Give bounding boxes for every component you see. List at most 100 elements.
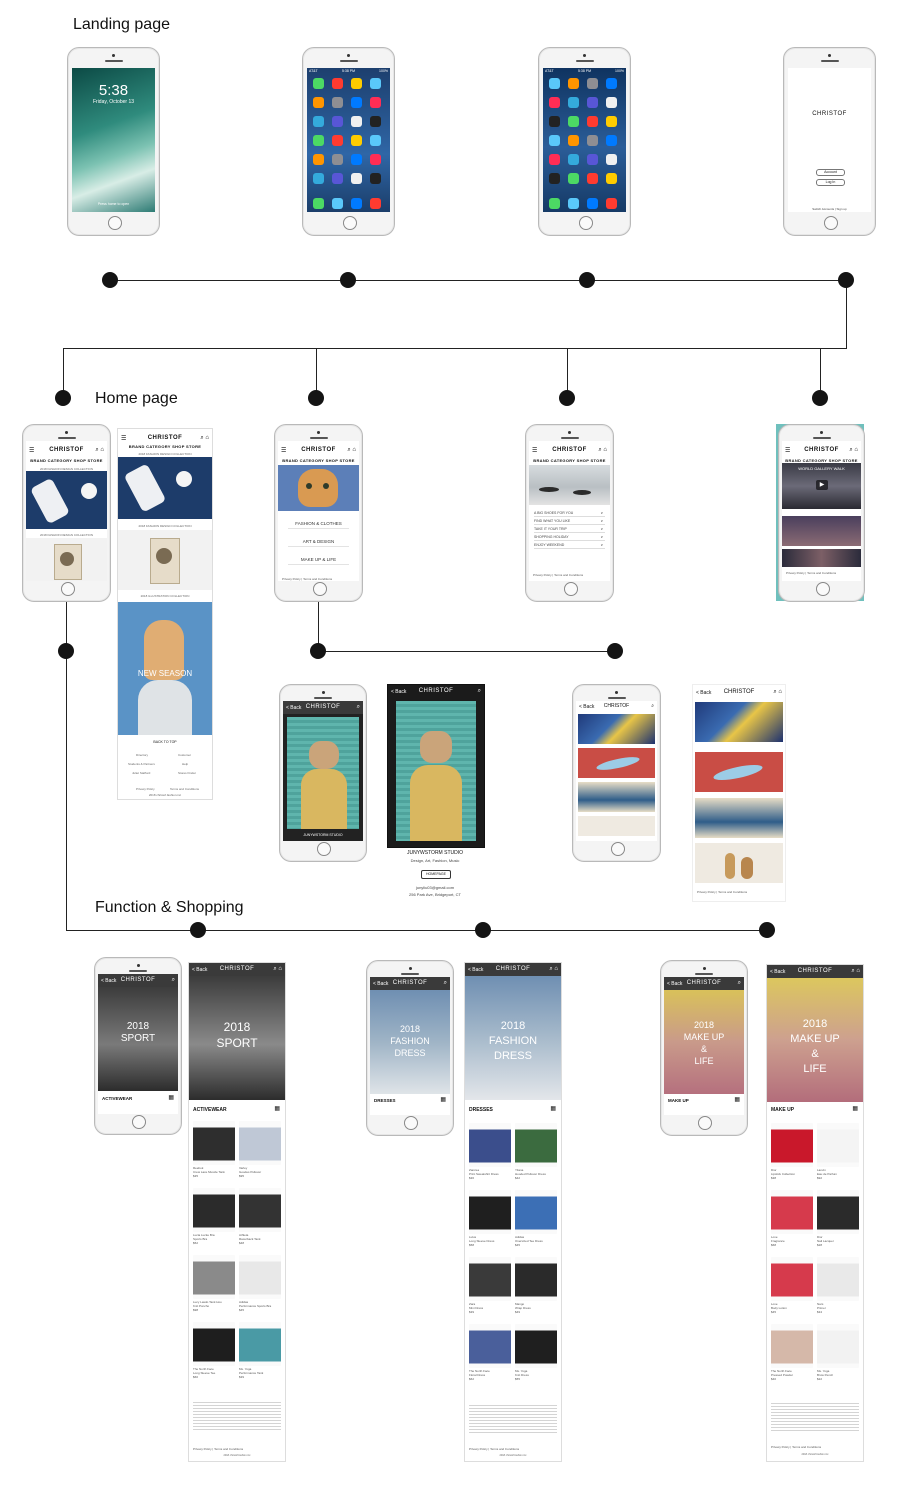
app-icon[interactable] — [351, 97, 362, 108]
app-icon[interactable] — [549, 97, 560, 108]
home-button[interactable] — [317, 842, 331, 856]
app-icon[interactable] — [606, 135, 617, 146]
search-icon[interactable]: ⌕ — [737, 980, 741, 986]
chevron-down-icon[interactable]: ∨ — [600, 527, 603, 531]
homepage-button[interactable]: HOMEPAGE — [421, 870, 451, 879]
account-button[interactable]: Account — [816, 169, 845, 176]
product-card[interactable]: Love Body Lotion $45 — [771, 1257, 813, 1321]
nav-shop[interactable]: SHOP — [73, 458, 87, 463]
home-button[interactable] — [698, 1116, 712, 1130]
app-icon[interactable] — [606, 154, 617, 165]
great-wave-tile[interactable] — [578, 782, 655, 812]
dock-icon[interactable] — [313, 198, 324, 209]
product-image[interactable] — [771, 1324, 813, 1368]
home-button[interactable] — [312, 582, 327, 596]
nav-store[interactable]: STORE — [590, 458, 606, 463]
grid-view-icon[interactable]: ▦ — [550, 1106, 556, 1112]
nav-store[interactable]: STORE — [87, 458, 103, 463]
nav-store[interactable]: STORE — [186, 444, 202, 449]
nav-store[interactable]: STORE — [339, 458, 355, 463]
footer-link[interactable]: Stores Finder — [178, 771, 197, 775]
vases-tile[interactable] — [695, 843, 783, 883]
app-icon[interactable] — [370, 116, 381, 127]
product-card[interactable]: Dior Lipstick Collection $38 — [771, 1123, 813, 1187]
nav-store[interactable]: STORE — [842, 458, 858, 463]
product-image[interactable] — [817, 1123, 859, 1167]
home-button[interactable] — [60, 582, 75, 596]
app-icon[interactable] — [568, 97, 579, 108]
fish-illustration-tile[interactable] — [695, 752, 783, 792]
shop-row[interactable]: TAKE IT YOUR TRIP — [534, 527, 567, 531]
product-image[interactable] — [771, 1123, 813, 1167]
privacy-link[interactable]: Privacy Policy — [697, 890, 716, 894]
terms-link[interactable]: Terms and Conditions — [718, 890, 748, 894]
app-icon[interactable] — [549, 116, 560, 127]
app-icon[interactable] — [313, 116, 324, 127]
nav-category[interactable]: CATEGORY — [47, 458, 73, 463]
back-button[interactable]: < Back — [192, 967, 208, 973]
fish-illustration-tile[interactable] — [578, 748, 655, 778]
dock-icon[interactable] — [606, 198, 617, 209]
product-card[interactable]: Lulus Long Sleeve Dress $58 — [469, 1190, 511, 1254]
terms-link[interactable]: Terms and Conditions — [807, 571, 837, 575]
shop-row[interactable]: FIND WHAT YOU LIKE — [534, 519, 571, 523]
grid-view-icon[interactable]: ▦ — [274, 1106, 280, 1112]
search-icon[interactable]: ⌕ ⌂ — [347, 447, 356, 453]
app-icon[interactable] — [587, 116, 598, 127]
nav-shop[interactable]: SHOP — [576, 458, 590, 463]
footer-link[interactable]: Help — [182, 762, 189, 766]
welcome-footer[interactable]: Switch Accounts | Sign up — [812, 207, 847, 211]
nav-brand[interactable]: BRAND — [30, 458, 47, 463]
shop-row[interactable]: A BIG SHOES FOR YOU — [534, 511, 574, 515]
home-button[interactable] — [610, 842, 625, 856]
terms-link[interactable]: Terms and Conditions — [214, 1447, 244, 1451]
product-image[interactable] — [817, 1324, 859, 1368]
back-button[interactable]: < Back — [696, 690, 712, 696]
menu-icon[interactable]: ☰ — [532, 448, 538, 454]
search-icon[interactable]: ⌕ ⌂ — [851, 968, 860, 974]
product-image[interactable] — [239, 1322, 281, 1366]
great-wave-tile[interactable] — [695, 798, 783, 838]
home-button[interactable] — [823, 216, 838, 230]
dock-icon[interactable] — [332, 198, 343, 209]
app-icon[interactable] — [370, 135, 381, 146]
nav-shop[interactable]: SHOP — [172, 444, 185, 449]
starry-night-tile[interactable] — [695, 702, 783, 742]
back-button[interactable]: < Back — [770, 969, 786, 975]
product-card[interactable]: Lanvin Eau de Parfum $92 — [817, 1123, 859, 1187]
category-art[interactable]: ART & DESIGN — [288, 539, 349, 547]
dock-icon[interactable] — [568, 198, 579, 209]
chevron-down-icon[interactable]: ∨ — [600, 535, 603, 539]
product-card[interactable]: The North Face Floral Dress $62 — [469, 1324, 511, 1388]
app-icon[interactable] — [351, 78, 362, 89]
terms-link[interactable]: Terms and Conditions — [554, 573, 584, 577]
home-button[interactable] — [132, 1115, 146, 1129]
product-card[interactable]: Zanzea Print Sweatshirt Dress $36 — [469, 1123, 511, 1187]
menu-icon[interactable]: ☰ — [281, 448, 287, 454]
nav-brand[interactable]: BRAND — [533, 458, 550, 463]
product-card[interactable]: Adidas Performance Sports Bra $45 — [239, 1255, 281, 1319]
product-image[interactable] — [239, 1188, 281, 1232]
product-image[interactable] — [193, 1121, 235, 1165]
login-button[interactable]: Log In — [816, 179, 845, 186]
menu-icon[interactable]: ☰ — [29, 448, 35, 454]
product-card[interactable]: Athleta Racerback Tank $48 — [239, 1188, 281, 1252]
footer-link[interactable]: Customer — [178, 753, 192, 757]
product-image[interactable] — [469, 1123, 511, 1167]
search-icon[interactable]: ⌕ ⌂ — [549, 966, 558, 972]
search-icon[interactable]: ⌕ — [477, 688, 481, 694]
product-card[interactable]: Varley Goodes Pullover $95 — [239, 1121, 281, 1185]
search-icon[interactable]: ⌕ ⌂ — [598, 447, 607, 453]
product-image[interactable] — [193, 1188, 235, 1232]
search-icon[interactable]: ⌕ ⌂ — [200, 435, 209, 441]
product-image[interactable] — [771, 1190, 813, 1234]
product-image[interactable] — [469, 1324, 511, 1368]
search-icon[interactable]: ⌕ — [443, 980, 447, 986]
back-button[interactable]: < Back — [468, 967, 484, 973]
app-icon[interactable] — [313, 97, 324, 108]
home-button[interactable] — [578, 216, 593, 230]
search-icon[interactable]: ⌕ ⌂ — [273, 966, 282, 972]
back-button[interactable]: < Back — [101, 978, 117, 984]
product-card[interactable]: Yliana Hooded Pullover Dress $42 — [515, 1123, 557, 1187]
menu-icon[interactable]: ☰ — [121, 436, 127, 442]
